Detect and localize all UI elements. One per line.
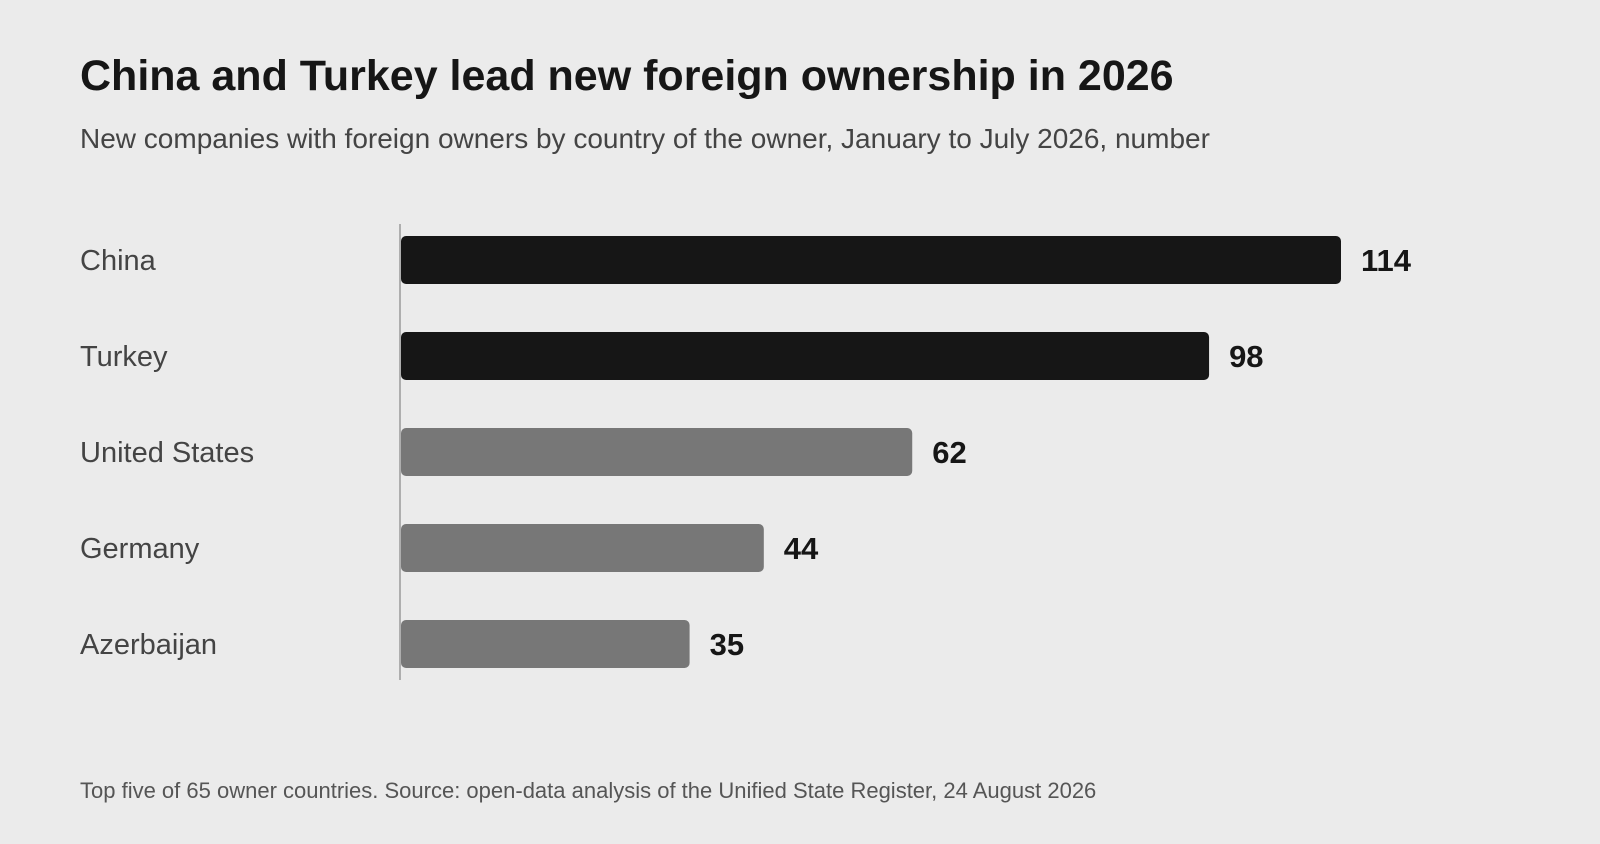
category-label-turkey: Turkey <box>80 341 168 373</box>
value-label-germany: 44 <box>784 531 819 566</box>
category-label-united-states: United States <box>80 437 254 469</box>
bars: China 114 Turkey 98 United States 62 Germany 44… <box>80 236 1412 668</box>
value-label-united-states: 62 <box>932 435 966 470</box>
chart-footnote: Top five of 65 owner countries. Source: … <box>80 778 1097 803</box>
category-label-china: China <box>80 245 157 277</box>
bar-united-states <box>401 428 913 476</box>
bar-turkey <box>401 332 1210 380</box>
category-label-azerbaijan: Azerbaijan <box>80 629 217 661</box>
chart-subtitle: New companies with foreign owners by cou… <box>80 123 1210 154</box>
category-label-germany: Germany <box>80 533 200 565</box>
bar-germany <box>401 524 764 572</box>
value-label-azerbaijan: 35 <box>710 627 744 662</box>
bar-azerbaijan <box>401 620 690 668</box>
chart-title: China and Turkey lead new foreign owners… <box>80 52 1174 100</box>
value-label-turkey: 98 <box>1229 339 1263 374</box>
bar-china <box>401 236 1341 284</box>
value-label-china: 114 <box>1361 243 1412 278</box>
